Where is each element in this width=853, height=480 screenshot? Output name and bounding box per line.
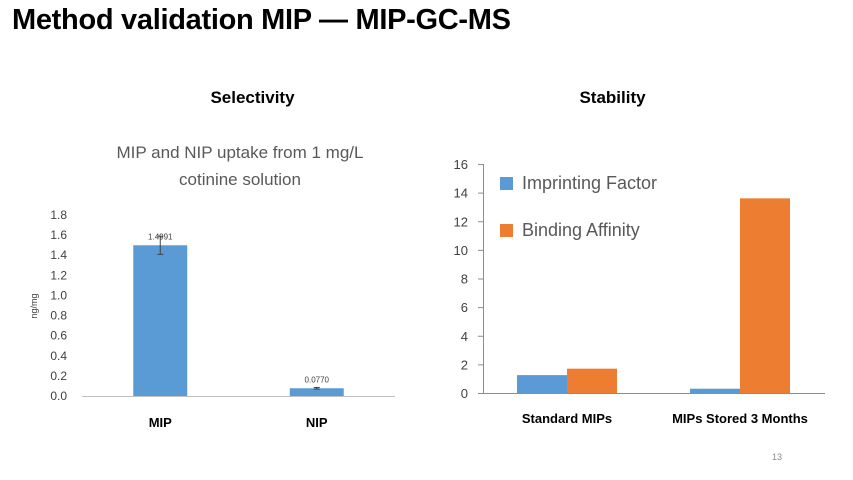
selectivity-data-label: 0.0770 bbox=[305, 375, 330, 384]
selectivity-data-label: 1.4991 bbox=[148, 232, 173, 241]
stability-ytick-label: 4 bbox=[461, 329, 468, 344]
stability-ytick-label: 16 bbox=[454, 157, 468, 172]
selectivity-category-label: NIP bbox=[306, 415, 328, 430]
page-number: 13 bbox=[772, 452, 783, 462]
stability-ytick-label: 14 bbox=[454, 186, 468, 201]
selectivity-ytick-label: 0.6 bbox=[50, 329, 67, 343]
selectivity-title-line: MIP and NIP uptake from 1 mg/L bbox=[117, 143, 364, 162]
selectivity-ytick-label: 1.8 bbox=[50, 208, 67, 222]
selectivity-ytick-label: 1.6 bbox=[50, 228, 67, 242]
stability-ytick-label: 12 bbox=[454, 214, 468, 229]
selectivity-ytick-label: 1.2 bbox=[50, 268, 67, 282]
selectivity-ytick-label: 0.0 bbox=[50, 389, 67, 403]
selectivity-title-line: cotinine solution bbox=[179, 170, 301, 189]
stability-legend-swatch bbox=[500, 177, 513, 190]
selectivity-ytick-label: 0.2 bbox=[50, 369, 67, 383]
stability-bar bbox=[740, 198, 790, 393]
stability-category-label: MIPs Stored 3 Months bbox=[672, 411, 808, 426]
stability-ytick-label: 8 bbox=[461, 272, 468, 287]
stability-bar bbox=[517, 375, 567, 393]
selectivity-bar-mip bbox=[133, 245, 188, 396]
stability-legend-label: Imprinting Factor bbox=[522, 173, 657, 193]
stability-bar bbox=[567, 368, 617, 393]
selectivity-ytick-label: 0.8 bbox=[50, 309, 67, 323]
stability-heading: Stability bbox=[579, 88, 646, 107]
stability-legend-label: Binding Affinity bbox=[522, 220, 640, 240]
selectivity-ytick-label: 1.0 bbox=[50, 288, 67, 302]
selectivity-ytick-label: 0.4 bbox=[50, 349, 67, 363]
selectivity-ylabel: ng/mg bbox=[29, 293, 39, 318]
stability-ytick-label: 10 bbox=[454, 243, 468, 258]
selectivity-category-label: MIP bbox=[149, 415, 172, 430]
selectivity-heading: Selectivity bbox=[210, 88, 295, 107]
slide-title: Method validation MIP — MIP-GC-MS bbox=[12, 4, 511, 36]
selectivity-bar-nip bbox=[289, 388, 344, 396]
stability-bar bbox=[690, 388, 740, 393]
stability-ytick-label: 0 bbox=[461, 386, 468, 401]
stability-legend-swatch bbox=[500, 224, 513, 237]
selectivity-ytick-label: 1.4 bbox=[50, 248, 67, 262]
stability-ytick-label: 6 bbox=[461, 300, 468, 315]
stability-ytick-label: 2 bbox=[461, 357, 468, 372]
stability-category-label: Standard MIPs bbox=[522, 411, 612, 426]
